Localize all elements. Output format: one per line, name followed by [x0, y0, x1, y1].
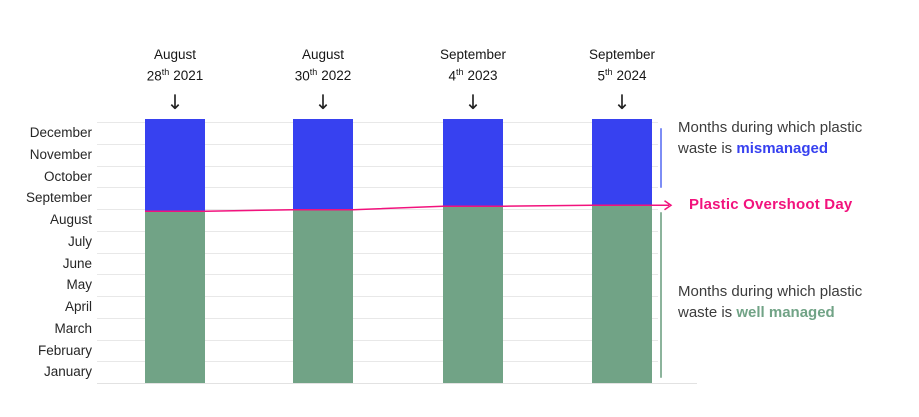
well-managed-note-text: Months during which plastic waste is: [678, 283, 863, 321]
header-month: August: [153, 47, 197, 62]
header-date: 28th 2021: [105, 64, 245, 85]
header-ordinal: th: [455, 66, 464, 77]
header-date: 4th 2023: [403, 64, 543, 85]
header-date: 30th 2022: [253, 64, 393, 85]
header-year: 2021: [173, 68, 204, 83]
bar-2023: [443, 119, 503, 383]
gridline: [97, 317, 658, 319]
y-tick-october: October: [43, 168, 92, 184]
y-tick-august: August: [49, 212, 92, 227]
gridline: [97, 230, 658, 232]
gridline: [97, 187, 658, 189]
y-tick-december: December: [29, 125, 92, 140]
well-managed-note: Months during which plastic waste is wel…: [678, 281, 874, 323]
mismanaged-segment: [145, 119, 205, 212]
well-managed-segment: [592, 205, 652, 383]
down-arrow-icon: ↓: [166, 89, 184, 114]
down-arrow-icon: ↓: [464, 89, 482, 114]
well-managed-highlight: well managed: [736, 304, 835, 321]
header-ordinal: th: [604, 66, 613, 77]
y-tick-february: February: [37, 342, 92, 358]
y-tick-april: April: [64, 299, 92, 314]
well-managed-segment: [145, 211, 205, 383]
header-year: 2023: [467, 68, 498, 83]
down-arrow-icon: ↓: [613, 89, 631, 114]
header-date: 5th 2024: [552, 64, 692, 85]
column-header-2023: September 4th 2023 ↓: [403, 47, 543, 112]
header-month: August: [301, 47, 345, 62]
column-header-2021: August 28th 2021 ↓: [105, 47, 245, 112]
column-header-2024: September 5th 2024 ↓: [552, 47, 692, 112]
header-day: 28: [146, 68, 162, 83]
header-ordinal: th: [309, 66, 318, 77]
mismanaged-note-text: Months during which plastic waste is: [678, 119, 863, 157]
header-ordinal: th: [161, 66, 170, 77]
bar-2022: [293, 119, 353, 383]
header-day: 5: [597, 68, 605, 83]
gridline: [97, 296, 658, 297]
gridline: [97, 122, 658, 123]
header-day: 4: [448, 68, 456, 83]
well-managed-segment: [443, 206, 503, 383]
y-tick-may: May: [66, 277, 92, 293]
mismanaged-note: Months during which plastic waste is mis…: [678, 117, 874, 159]
mismanaged-segment: [592, 119, 652, 206]
y-tick-july: July: [67, 233, 92, 249]
y-tick-january: January: [43, 364, 92, 380]
y-tick-september: September: [25, 190, 92, 206]
gridline: [97, 339, 658, 341]
mismanaged-highlight: mismanaged: [736, 140, 829, 157]
column-header-2022: August 30th 2022 ↓: [253, 47, 393, 112]
mismanaged-bracket-line: [660, 128, 662, 188]
mismanaged-segment: [293, 119, 353, 210]
header-year: 2022: [321, 68, 352, 83]
x-baseline: [97, 383, 697, 384]
mismanaged-segment: [443, 119, 503, 207]
overshoot-arrowhead-icon: [664, 200, 673, 211]
gridline: [97, 143, 658, 145]
header-year: 2024: [616, 68, 647, 83]
header-month: September: [439, 47, 507, 62]
y-tick-june: June: [62, 255, 92, 271]
down-arrow-icon: ↓: [314, 89, 332, 114]
gridline: [97, 361, 658, 363]
gridline: [97, 252, 658, 254]
gridline: [97, 274, 658, 276]
well-managed-segment: [293, 209, 353, 383]
header-month: September: [588, 47, 656, 62]
plastic-overshoot-day-label: Plastic Overshoot Day: [689, 196, 853, 213]
y-tick-march: March: [54, 320, 92, 336]
y-tick-november: November: [29, 146, 92, 162]
bar-2021: [145, 119, 205, 383]
gridline: [97, 165, 658, 167]
bar-2024: [592, 119, 652, 383]
header-day: 30: [294, 68, 310, 83]
well-managed-bracket-line: [660, 212, 662, 378]
